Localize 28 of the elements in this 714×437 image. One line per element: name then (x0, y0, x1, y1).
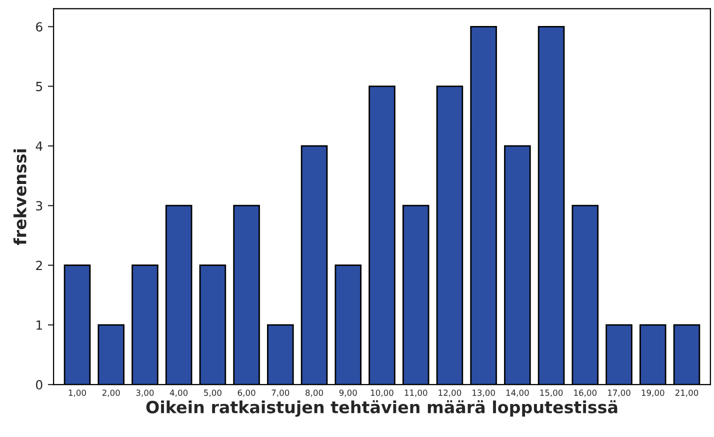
x-axis-title: Oikein ratkaistujen tehtävien määrä lopputestissä (146, 400, 618, 417)
x-tick-label: 8,00 (306, 390, 323, 397)
y-tick-label: 3 (36, 201, 42, 211)
y-tick-label: 0 (36, 380, 42, 390)
x-tick-label: 1,00 (68, 390, 86, 397)
x-tick-label: 9,00 (339, 390, 357, 397)
y-tick-label: 5 (36, 82, 42, 92)
y-tick-label: 4 (36, 142, 42, 151)
y-tick-label: 6 (36, 22, 42, 32)
x-tick-label: 11,00 (404, 390, 428, 397)
x-tick-label: 15,00 (540, 390, 563, 397)
x-tick-label: 5,00 (204, 390, 222, 397)
x-tick-label: 13,00 (472, 390, 495, 397)
x-tick-label: 17,00 (608, 390, 630, 397)
x-tick-label: 12,00 (438, 390, 462, 397)
x-tick-label: 10,00 (370, 390, 394, 397)
x-tick-label: 21,00 (675, 390, 698, 397)
x-tick-label: 19,00 (642, 390, 664, 397)
x-tick-label: 3,00 (136, 390, 154, 397)
x-tick-label: 14,00 (506, 390, 529, 397)
x-tick-label: 6,00 (238, 390, 256, 397)
y-axis-title: frekvenssi (13, 149, 26, 246)
y-tick-label: 1 (36, 320, 42, 330)
y-tick-label: 2 (36, 260, 42, 270)
x-tick-label: 16,00 (574, 390, 597, 397)
x-tick-label: 2,00 (102, 390, 120, 397)
x-tick-label: 4,00 (170, 390, 188, 397)
x-tick-label: 7,00 (272, 390, 290, 397)
